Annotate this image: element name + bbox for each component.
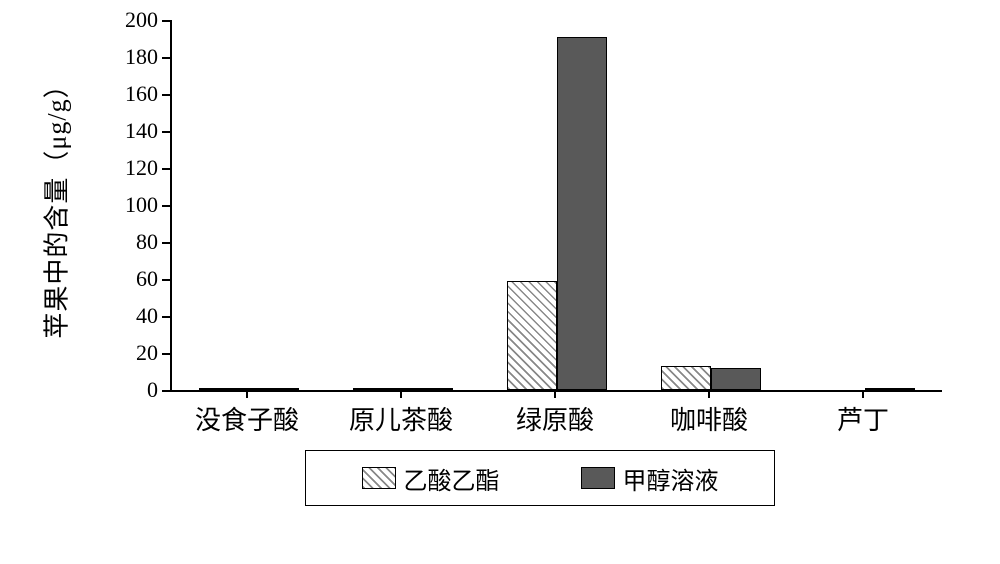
y-tick-label: 140: [125, 118, 158, 144]
x-tick: [246, 390, 248, 398]
y-tick: [162, 94, 170, 96]
y-tick-label: 160: [125, 81, 158, 107]
y-tick-label: 180: [125, 44, 158, 70]
legend-swatch-hatch: [362, 467, 396, 489]
category-label: 没食子酸: [195, 400, 299, 437]
y-tick-label: 80: [136, 229, 158, 255]
bar: [661, 366, 711, 390]
x-tick: [400, 390, 402, 398]
y-tick: [162, 279, 170, 281]
y-tick-label: 60: [136, 266, 158, 292]
y-tick-label: 200: [125, 7, 158, 33]
category-label: 绿原酸: [516, 400, 594, 437]
category-label: 原儿茶酸: [349, 400, 453, 437]
y-tick: [162, 168, 170, 170]
y-tick-label: 20: [136, 340, 158, 366]
bar: [507, 281, 557, 390]
x-tick: [708, 390, 710, 398]
bar: [249, 388, 299, 390]
y-tick-label: 120: [125, 155, 158, 181]
legend: 乙酸乙酯 甲醇溶液: [305, 450, 775, 506]
y-tick: [162, 131, 170, 133]
bar: [199, 388, 249, 390]
legend-item: 乙酸乙酯: [362, 461, 500, 496]
y-tick: [162, 20, 170, 22]
y-tick-label: 40: [136, 303, 158, 329]
legend-label: 乙酸乙酯: [404, 461, 500, 496]
y-axis-label: 苹果中的含量（μg/g）: [37, 71, 74, 338]
bar: [353, 388, 403, 390]
legend-swatch-solid: [581, 467, 615, 489]
bar: [865, 388, 915, 390]
y-tick-label: 100: [125, 192, 158, 218]
category-label: 芦丁: [837, 400, 889, 437]
x-tick: [554, 390, 556, 398]
bar: [403, 388, 453, 390]
y-tick: [162, 205, 170, 207]
y-tick: [162, 353, 170, 355]
y-tick: [162, 57, 170, 59]
legend-item: 甲醇溶液: [581, 461, 719, 496]
plot-area: [170, 20, 942, 392]
y-tick: [162, 390, 170, 392]
y-tick: [162, 242, 170, 244]
bar: [557, 37, 607, 390]
category-label: 咖啡酸: [670, 400, 748, 437]
legend-label: 甲醇溶液: [623, 461, 719, 496]
bar-chart: 苹果中的含量（μg/g） 乙酸乙酯 甲醇溶液 0 20 40 60 80 100 120 14…: [0, 0, 1000, 564]
y-tick: [162, 316, 170, 318]
x-tick: [862, 390, 864, 398]
y-tick-label: 0: [147, 377, 158, 403]
bar: [711, 368, 761, 390]
